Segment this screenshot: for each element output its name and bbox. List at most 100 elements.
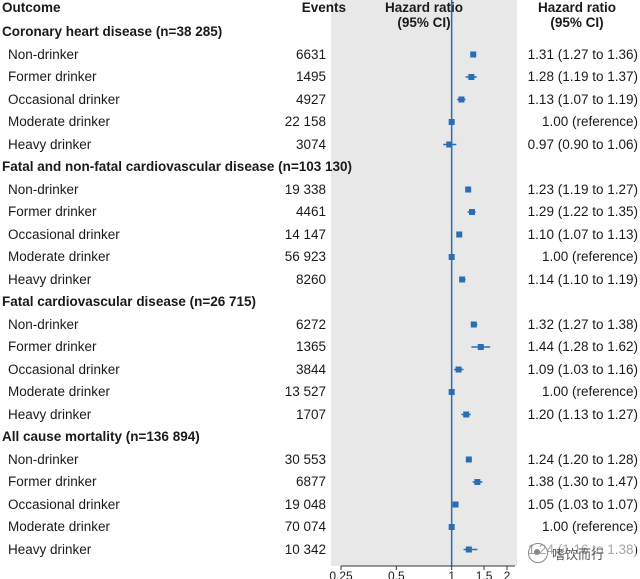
point-estimate-marker bbox=[465, 456, 472, 463]
row-label: Moderate drinker bbox=[8, 249, 111, 264]
row-hazard-ratio-text: 1.00 (reference) bbox=[541, 114, 638, 129]
point-estimate-marker bbox=[468, 209, 475, 215]
row-hazard-ratio-text: 1.10 (1.07 to 1.13) bbox=[527, 226, 638, 242]
row-hazard-ratio-text: 1.00 (reference) bbox=[541, 384, 638, 399]
row-events: 6631 bbox=[295, 46, 326, 62]
x-axis-tick-label: 1 bbox=[448, 569, 455, 579]
row-label: Moderate drinker bbox=[8, 384, 111, 399]
point-estimate-marker bbox=[448, 389, 455, 395]
row-hazard-ratio-text: 1.00 (reference) bbox=[541, 519, 638, 534]
row-label: Occasional drinker bbox=[8, 361, 120, 377]
watermark-text: 嗜饮而行 bbox=[552, 546, 605, 562]
header-hr-plot-line1: Hazard ratio bbox=[384, 0, 464, 15]
row-label: Occasional drinker bbox=[8, 496, 120, 512]
point-estimate-marker bbox=[463, 411, 470, 418]
row-events: 30 553 bbox=[284, 451, 326, 467]
header-events: Events bbox=[301, 0, 346, 15]
row-hazard-ratio-text: 1.24 (1.20 to 1.28) bbox=[527, 451, 638, 467]
point-estimate-marker bbox=[446, 141, 453, 148]
row-hazard-ratio-text: 1.38 (1.30 to 1.47) bbox=[527, 474, 638, 489]
row-label: Moderate drinker bbox=[8, 519, 111, 534]
row-hazard-ratio-text: 1.44 (1.28 to 1.62) bbox=[527, 339, 638, 354]
row-events: 6272 bbox=[295, 316, 326, 332]
row-label: Moderate drinker bbox=[8, 114, 111, 129]
row-hazard-ratio-text: 1.09 (1.03 to 1.16) bbox=[527, 361, 638, 377]
row-label: Non-drinker bbox=[8, 46, 79, 62]
row-hazard-ratio-text: 1.31 (1.27 to 1.36) bbox=[527, 46, 638, 62]
row-events: 1707 bbox=[295, 406, 326, 422]
row-label: Former drinker bbox=[8, 69, 97, 84]
group-title: Fatal cardiovascular disease (n=26 715) bbox=[2, 294, 257, 309]
row-events: 6877 bbox=[295, 474, 326, 489]
point-estimate-marker bbox=[468, 74, 475, 80]
point-estimate-marker bbox=[459, 276, 466, 283]
header-hr-text-line1: Hazard ratio bbox=[537, 0, 617, 15]
x-axis-tick-label: 2 bbox=[504, 569, 511, 579]
row-events: 19 048 bbox=[284, 496, 326, 512]
row-hazard-ratio-text: 1.00 (reference) bbox=[541, 249, 638, 264]
row-hazard-ratio-text: 1.20 (1.13 to 1.27) bbox=[527, 406, 638, 422]
row-label: Occasional drinker bbox=[8, 91, 120, 107]
row-events: 14 147 bbox=[284, 226, 326, 242]
row-events: 13 527 bbox=[284, 384, 326, 399]
row-events: 22 158 bbox=[284, 114, 326, 129]
row-hazard-ratio-text: 1.32 (1.27 to 1.38) bbox=[527, 316, 638, 332]
point-estimate-marker bbox=[448, 524, 455, 530]
row-hazard-ratio-text: 1.13 (1.07 to 1.19) bbox=[527, 91, 638, 107]
row-events: 4927 bbox=[295, 91, 326, 107]
row-label: Heavy drinker bbox=[8, 271, 92, 287]
row-events: 3844 bbox=[295, 361, 326, 377]
row-hazard-ratio-text: 1.29 (1.22 to 1.35) bbox=[527, 204, 638, 219]
group-title: Coronary heart disease (n=38 285) bbox=[2, 24, 223, 39]
row-label: Former drinker bbox=[8, 474, 97, 489]
point-estimate-marker bbox=[448, 254, 455, 260]
point-estimate-marker bbox=[465, 186, 472, 193]
header-hr-text-line2: (95% CI) bbox=[550, 15, 604, 30]
row-events: 8260 bbox=[295, 271, 326, 287]
watermark: 嗜饮而行 bbox=[528, 542, 636, 564]
row-hazard-ratio-text: 1.28 (1.19 to 1.37) bbox=[527, 69, 638, 84]
x-axis-tick-label: 0.25 bbox=[329, 569, 353, 579]
row-hazard-ratio-text: 1.05 (1.03 to 1.07) bbox=[527, 496, 638, 512]
header-hr-plot-line2: (95% CI) bbox=[397, 15, 451, 30]
header-outcome: Outcome bbox=[2, 0, 61, 15]
point-estimate-marker bbox=[470, 51, 477, 58]
row-label: Heavy drinker bbox=[8, 136, 92, 152]
group-title: Fatal and non-fatal cardiovascular disea… bbox=[2, 159, 353, 174]
row-label: Former drinker bbox=[8, 204, 97, 219]
point-estimate-marker bbox=[452, 501, 459, 508]
point-estimate-marker bbox=[470, 321, 477, 328]
row-hazard-ratio-text: 1.23 (1.19 to 1.27) bbox=[527, 181, 638, 197]
point-estimate-marker bbox=[477, 344, 484, 350]
row-label: Heavy drinker bbox=[8, 406, 92, 422]
row-label: Non-drinker bbox=[8, 451, 79, 467]
plot-background bbox=[331, 0, 517, 566]
row-hazard-ratio-text: 1.14 (1.10 to 1.19) bbox=[527, 271, 638, 287]
point-estimate-marker bbox=[465, 546, 472, 553]
point-estimate-marker bbox=[458, 96, 465, 103]
row-label: Non-drinker bbox=[8, 316, 79, 332]
row-events: 1365 bbox=[295, 339, 326, 354]
row-label: Heavy drinker bbox=[8, 541, 92, 557]
row-events: 10 342 bbox=[284, 541, 326, 557]
row-events: 3074 bbox=[295, 136, 326, 152]
x-axis-tick-label: 0.5 bbox=[388, 569, 405, 579]
row-label: Former drinker bbox=[8, 339, 97, 354]
wechat-icon bbox=[528, 543, 548, 563]
row-hazard-ratio-text: 0.97 (0.90 to 1.06) bbox=[527, 136, 638, 152]
point-estimate-marker bbox=[474, 479, 481, 485]
point-estimate-marker bbox=[455, 366, 462, 373]
row-events: 4461 bbox=[295, 204, 326, 219]
group-title: All cause mortality (n=136 894) bbox=[2, 429, 200, 444]
row-events: 1495 bbox=[295, 69, 326, 84]
row-label: Non-drinker bbox=[8, 181, 79, 197]
row-label: Occasional drinker bbox=[8, 226, 120, 242]
point-estimate-marker bbox=[448, 119, 455, 125]
row-events: 19 338 bbox=[284, 181, 326, 197]
row-events: 70 074 bbox=[284, 519, 326, 534]
point-estimate-marker bbox=[456, 231, 463, 238]
row-events: 56 923 bbox=[284, 249, 326, 264]
x-axis-tick-label: 1.5 bbox=[476, 569, 493, 579]
